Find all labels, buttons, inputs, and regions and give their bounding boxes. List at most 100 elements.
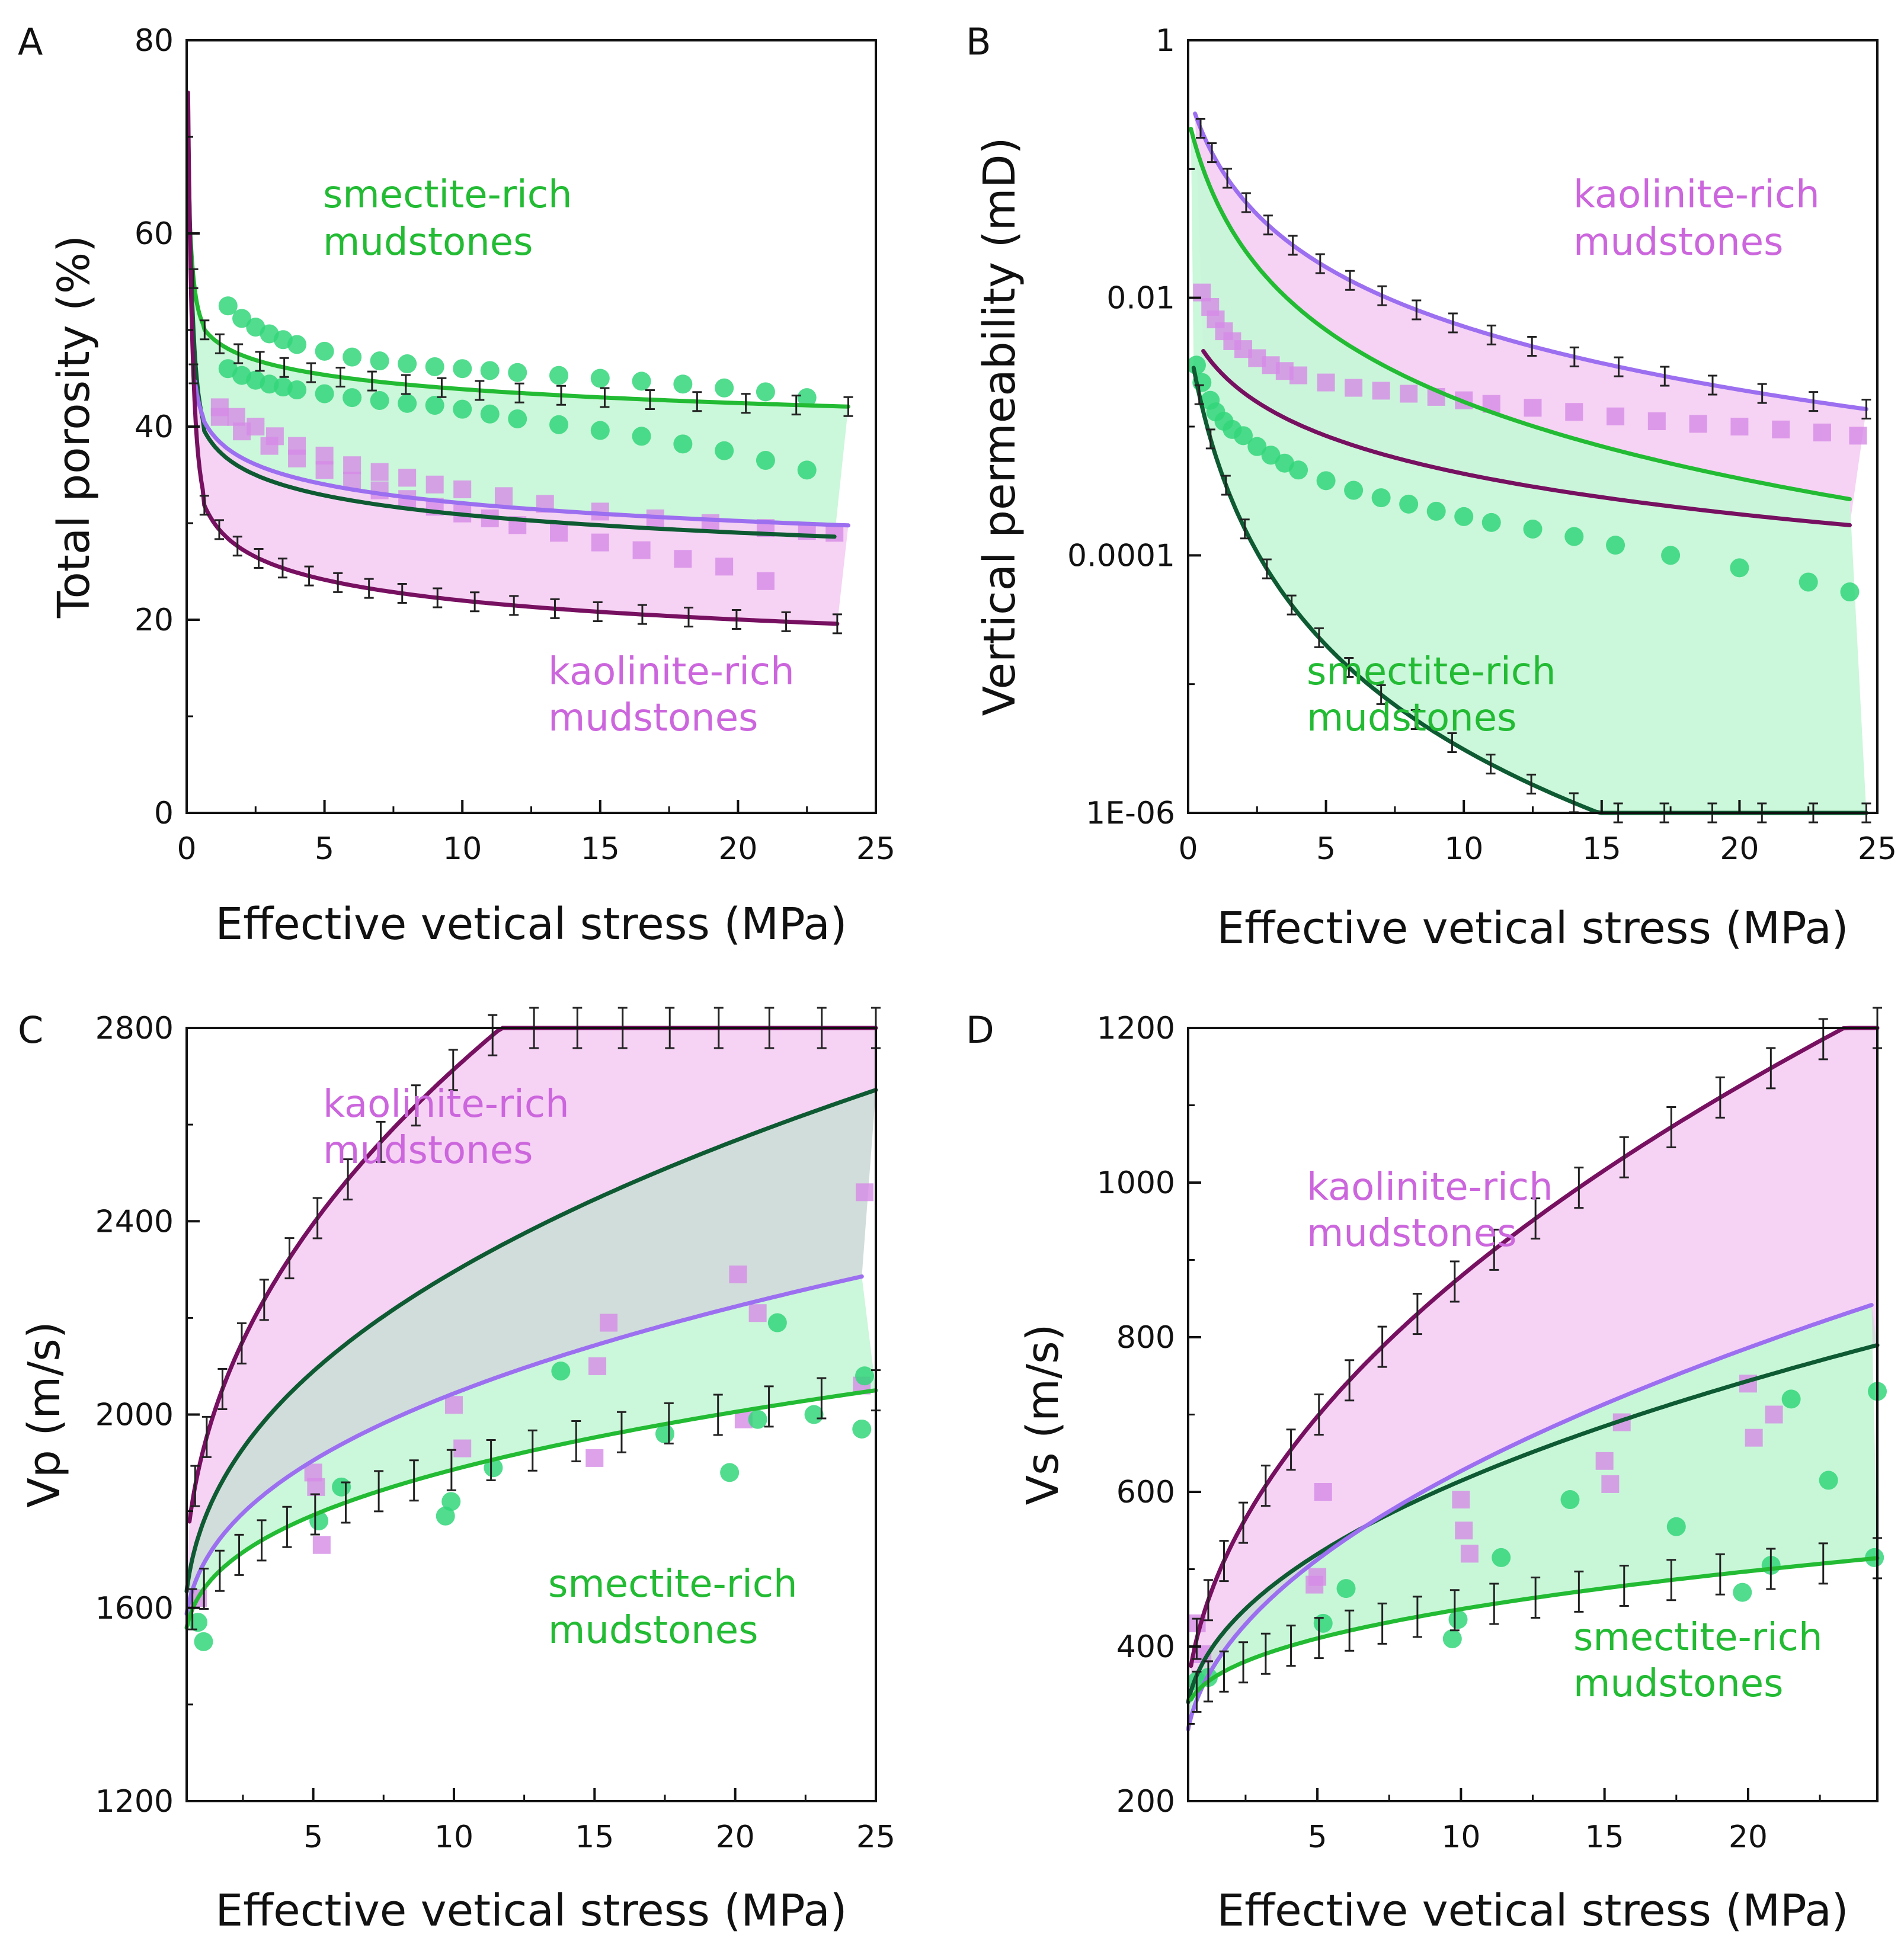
- marker-square: [674, 550, 692, 568]
- y-tick-label: 2400: [95, 1204, 174, 1239]
- marker-square: [1289, 366, 1308, 385]
- x-tick-label: 20: [1720, 831, 1759, 867]
- y-tick-label: 0.01: [1106, 281, 1175, 316]
- fit-line-smectite-upper-fit: [1189, 127, 1852, 501]
- y-tick-label: 0.0001: [1067, 538, 1175, 574]
- marker-circle: [590, 421, 610, 440]
- marker-square: [210, 408, 229, 426]
- band-kaolinite-range: [1188, 1028, 1877, 1702]
- x-tick-label: 20: [716, 1820, 755, 1855]
- x-axis-label: Effective vetical stress (MPa): [215, 899, 847, 950]
- panel-d: D 5 10 15 20 200 400 600 800 1000 1200 Effective v…: [966, 1007, 1887, 1936]
- marker-circle: [194, 1632, 213, 1651]
- marker-square: [1765, 1405, 1783, 1424]
- annotation-label: smectite-rich: [323, 173, 572, 217]
- x-tick-label: 10: [443, 831, 482, 867]
- marker-circle: [441, 1492, 461, 1511]
- x-tick-label: 5: [1316, 831, 1336, 867]
- y-tick-label: 2800: [95, 1011, 174, 1046]
- marker-circle: [767, 1313, 787, 1332]
- marker-square: [1745, 1428, 1763, 1447]
- marker-circle: [1564, 527, 1584, 546]
- y-axis-label: Total porosity (%): [49, 235, 100, 619]
- marker-square: [600, 1314, 618, 1332]
- marker-circle: [508, 409, 527, 428]
- marker-circle: [232, 309, 252, 328]
- marker-square: [1400, 385, 1418, 403]
- annotation-label: mudstones: [323, 1129, 533, 1173]
- annotation-label: mudstones: [1573, 1662, 1783, 1706]
- marker-square: [1317, 373, 1335, 392]
- panel-letter-c: C: [18, 1008, 43, 1052]
- marker-square: [856, 1183, 874, 1202]
- marker-square: [1601, 1475, 1620, 1493]
- marker-circle: [1313, 1613, 1333, 1633]
- marker-circle: [852, 1419, 872, 1439]
- marker-circle: [673, 374, 693, 394]
- y-axis-label: Vertical permeability (mD): [974, 137, 1025, 716]
- marker-circle: [1371, 488, 1391, 508]
- marker-square: [1524, 399, 1542, 417]
- band-smectite-range: [188, 117, 849, 537]
- marker-circle: [756, 451, 775, 470]
- marker-square: [1565, 403, 1583, 421]
- marker-circle: [436, 1506, 455, 1526]
- y-tick-label: 1200: [1097, 1011, 1175, 1046]
- marker-square: [1849, 427, 1867, 445]
- annotation-label: kaolinite-rich: [1573, 173, 1820, 217]
- annotation-label: kaolinite-rich: [1307, 1165, 1553, 1209]
- marker-square: [715, 558, 734, 576]
- marker-square: [729, 1265, 747, 1283]
- y-tick-label: 400: [1116, 1629, 1175, 1665]
- marker-square: [748, 1304, 767, 1322]
- marker-circle: [1448, 1610, 1468, 1629]
- marker-circle: [480, 404, 500, 424]
- marker-square: [756, 572, 775, 590]
- marker-circle: [343, 388, 362, 408]
- marker-circle: [1289, 460, 1308, 480]
- marker-circle: [484, 1458, 503, 1478]
- annotation-label: mudstones: [548, 696, 758, 740]
- marker-circle: [1186, 355, 1206, 375]
- y-tick-label: 1200: [95, 1784, 174, 1820]
- y-tick-label: 600: [1116, 1475, 1175, 1510]
- marker-square: [315, 461, 334, 479]
- x-tick-label: 10: [434, 1820, 473, 1855]
- marker-square: [312, 1536, 331, 1554]
- marker-square: [1647, 412, 1666, 431]
- x-tick-label: 15: [581, 831, 620, 867]
- marker-circle: [632, 427, 651, 446]
- x-tick-label: 25: [1858, 831, 1897, 867]
- x-axis-label: Effective vetical stress (MPa): [1217, 903, 1848, 954]
- x-tick-label: 5: [315, 831, 334, 867]
- x-axis-label: Effective vetical stress (MPa): [215, 1885, 847, 1936]
- annotation-label: kaolinite-rich: [323, 1082, 569, 1126]
- marker-circle: [673, 434, 693, 454]
- marker-square: [1452, 1491, 1470, 1509]
- marker-square: [288, 449, 306, 467]
- marker-circle: [315, 341, 334, 361]
- marker-circle: [1234, 426, 1253, 446]
- x-tick-label: 15: [1585, 1820, 1624, 1855]
- y-tick-label: 1E-06: [1086, 796, 1175, 831]
- x-tick-label: 15: [1582, 831, 1621, 867]
- x-tick-label: 5: [303, 1820, 323, 1855]
- marker-circle: [1661, 546, 1681, 565]
- marker-circle: [1666, 1517, 1686, 1536]
- x-tick-label: 20: [718, 831, 757, 867]
- band-smectite-range-fill: [1188, 1305, 1877, 1729]
- marker-circle: [370, 390, 389, 410]
- marker-square: [550, 524, 568, 542]
- plot-area-c: 5 10 15 20 25 1200 1600 2000 2400 2800 Effective v…: [19, 1007, 895, 1936]
- x-tick-label: 10: [1441, 1820, 1480, 1855]
- marker-circle: [855, 1366, 875, 1386]
- x-tick-label: 20: [1729, 1820, 1768, 1855]
- marker-circle: [1492, 1548, 1511, 1567]
- marker-circle: [1442, 1629, 1462, 1648]
- marker-circle: [715, 378, 734, 398]
- marker-square: [1345, 379, 1363, 397]
- marker-circle: [797, 388, 817, 408]
- marker-circle: [1523, 519, 1543, 539]
